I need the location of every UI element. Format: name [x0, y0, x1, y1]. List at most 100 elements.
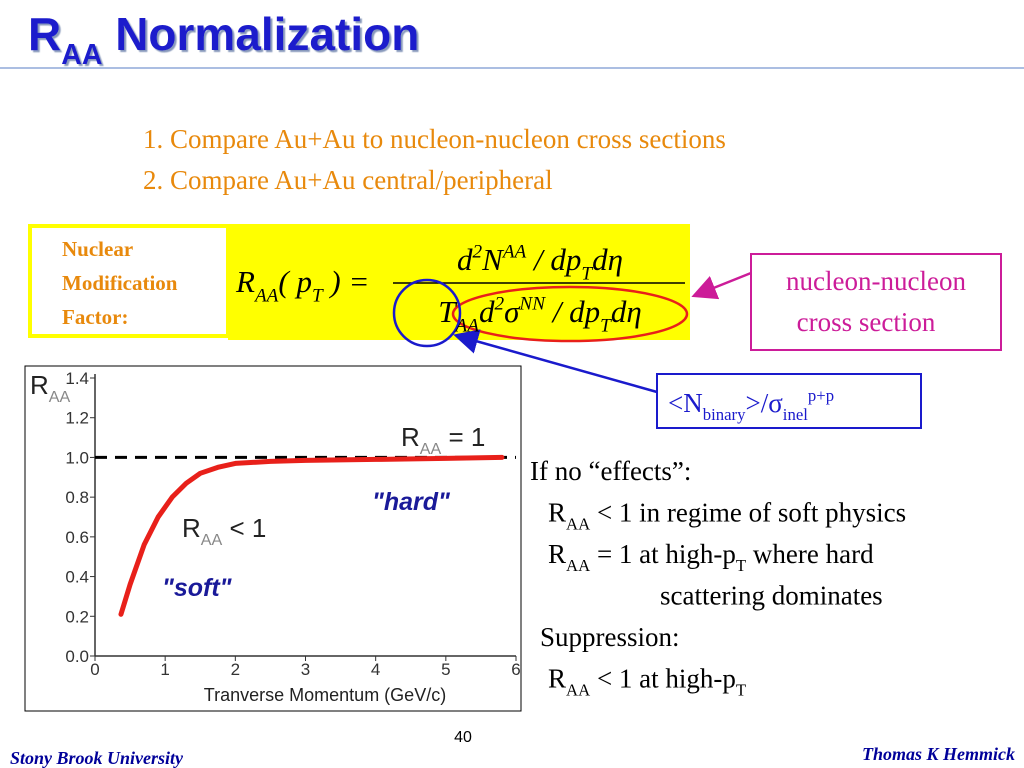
chart-annotation: RAA = 1 [401, 422, 485, 458]
formula-denominator: TAAd2σNN / dpTdη [438, 294, 641, 337]
note: RAA < 1 at high-pT [548, 664, 746, 700]
point: 1. Compare Au+Au to nucleon-nucleon cros… [143, 124, 726, 154]
binary-label: <Nbinary>/σinelp+p [668, 386, 834, 424]
binary-arrow [453, 329, 658, 394]
subscript: AA [566, 515, 590, 534]
text-run: R [28, 8, 61, 60]
y-axis-label: RAA [30, 370, 71, 406]
subscript: AA [420, 440, 442, 458]
text-run: σ [504, 294, 521, 329]
y-tick-label: 1.2 [65, 409, 89, 428]
x-tick-label: 4 [371, 660, 380, 679]
x-tick-label: 6 [511, 660, 520, 679]
x-axis-label: Tranverse Momentum (GeV/c) [204, 685, 446, 705]
text-run: Normalization [102, 8, 419, 60]
x-tick-label: 0 [90, 660, 99, 679]
text-run: where hard [746, 539, 874, 569]
x-tick-label: 5 [441, 660, 450, 679]
note: scattering dominates [660, 581, 883, 611]
text-run: < 1 [222, 513, 266, 543]
subscript: T [581, 263, 593, 284]
nn-label: cross section [797, 307, 936, 337]
formula-numerator: d2NAA / dpTdη [457, 242, 623, 285]
supscript: 2 [473, 242, 483, 263]
text-run: "soft" [162, 574, 233, 602]
formula-lhs: RAA( pT ) = [235, 264, 369, 306]
text-run: < 1 at high-p [590, 664, 736, 694]
text-run: >/σ [746, 388, 784, 418]
data-line [118, 454, 505, 617]
text-run: "hard" [372, 488, 451, 516]
text-run: R [548, 664, 566, 694]
supscript: AA [501, 242, 527, 263]
chart-annotation: "soft" [162, 574, 233, 602]
factor-label: Modification [62, 271, 178, 295]
page-number: 40 [454, 729, 472, 746]
y-tick-label: 0.8 [65, 488, 89, 507]
supscript: 2 [494, 294, 504, 315]
text-run: R [401, 422, 420, 452]
factor-label: Factor: [62, 305, 128, 329]
note: RAA = 1 at high-pT where hard [548, 539, 874, 575]
nn-box [750, 253, 1002, 351]
subscript: AA [61, 39, 102, 71]
x-tick-label: 3 [301, 660, 310, 679]
text-run: Suppression: [540, 622, 680, 652]
text-run: d [479, 294, 495, 329]
text-run: dη [592, 242, 623, 277]
text-run: R [235, 264, 255, 299]
chart-annotation: "hard" [372, 488, 451, 516]
subscript: AA [201, 531, 223, 549]
subscript: AA [49, 388, 71, 406]
y-tick-label: 0.2 [65, 607, 89, 626]
x-tick-label: 1 [160, 660, 169, 679]
slide-title: RAA Normalization [28, 8, 419, 71]
footer-right: Thomas K Hemmick [862, 744, 1015, 764]
text-run: N [481, 242, 505, 277]
y-tick-label: 1.0 [65, 448, 89, 467]
footer-left: Stony Brook University [10, 748, 184, 768]
subscript: T [312, 285, 324, 306]
factor-label: Nuclear [62, 237, 133, 261]
subscript: AA [566, 681, 590, 700]
text-run: If no “effects”: [530, 456, 691, 486]
nn-ellipse [451, 285, 689, 343]
note: Suppression: [540, 622, 680, 652]
text-run: <N [668, 388, 703, 418]
chart-annotation: RAA < 1 [182, 513, 266, 549]
y-tick-label: 0.4 [65, 568, 89, 587]
subscript: AA [566, 556, 590, 575]
note: If no “effects”: [530, 456, 691, 486]
text-run: < 1 in regime of soft physics [590, 498, 906, 528]
y-tick-label: 0.0 [65, 647, 89, 666]
text-run: = 1 at high-p [590, 539, 736, 569]
factor-box [28, 224, 230, 338]
supscript: NN [518, 294, 546, 315]
text-run: = 1 [441, 422, 485, 452]
text-run: R [548, 498, 566, 528]
y-tick-label: 0.6 [65, 528, 89, 547]
nn-label: nucleon-nucleon [786, 266, 966, 296]
subscript: AA [253, 285, 279, 306]
text-run: dη [611, 294, 642, 329]
subscript: T [736, 556, 746, 575]
subscript: inel [783, 405, 808, 424]
binary-box [656, 373, 922, 429]
subscript: T [600, 315, 612, 336]
subscript: T [736, 681, 746, 700]
note: RAA < 1 in regime of soft physics [548, 498, 906, 534]
text-run: ( p [278, 264, 312, 299]
text-run: T [438, 294, 458, 329]
text-run: d [457, 242, 473, 277]
text-run: ) = [323, 264, 370, 299]
y-tick-label: 1.4 [65, 369, 89, 388]
nn-arrow [691, 271, 752, 300]
text-run: / dp [545, 294, 600, 329]
point: 2. Compare Au+Au central/peripheral [143, 165, 553, 195]
subscript: binary [703, 405, 746, 424]
chart-frame [24, 365, 522, 712]
taa-circle [392, 278, 462, 348]
text-run: scattering dominates [660, 581, 883, 611]
subscript: AA [454, 315, 480, 336]
x-tick-label: 2 [231, 660, 240, 679]
